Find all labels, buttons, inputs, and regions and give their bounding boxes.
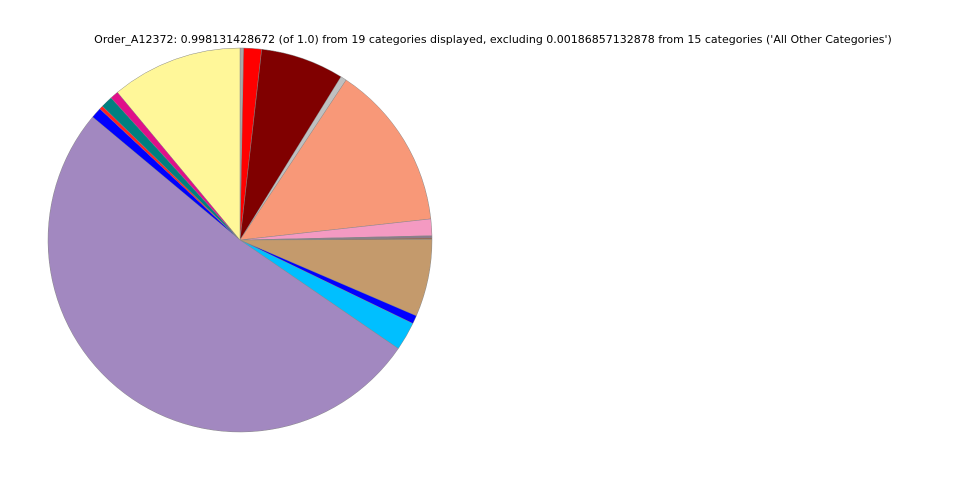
pie-slice [117, 47, 241, 241]
chart-title: Order_A12372: 0.998131428672 (of 1.0) fr… [94, 33, 892, 46]
pie-slice [239, 79, 432, 241]
pie-slice [47, 116, 399, 433]
